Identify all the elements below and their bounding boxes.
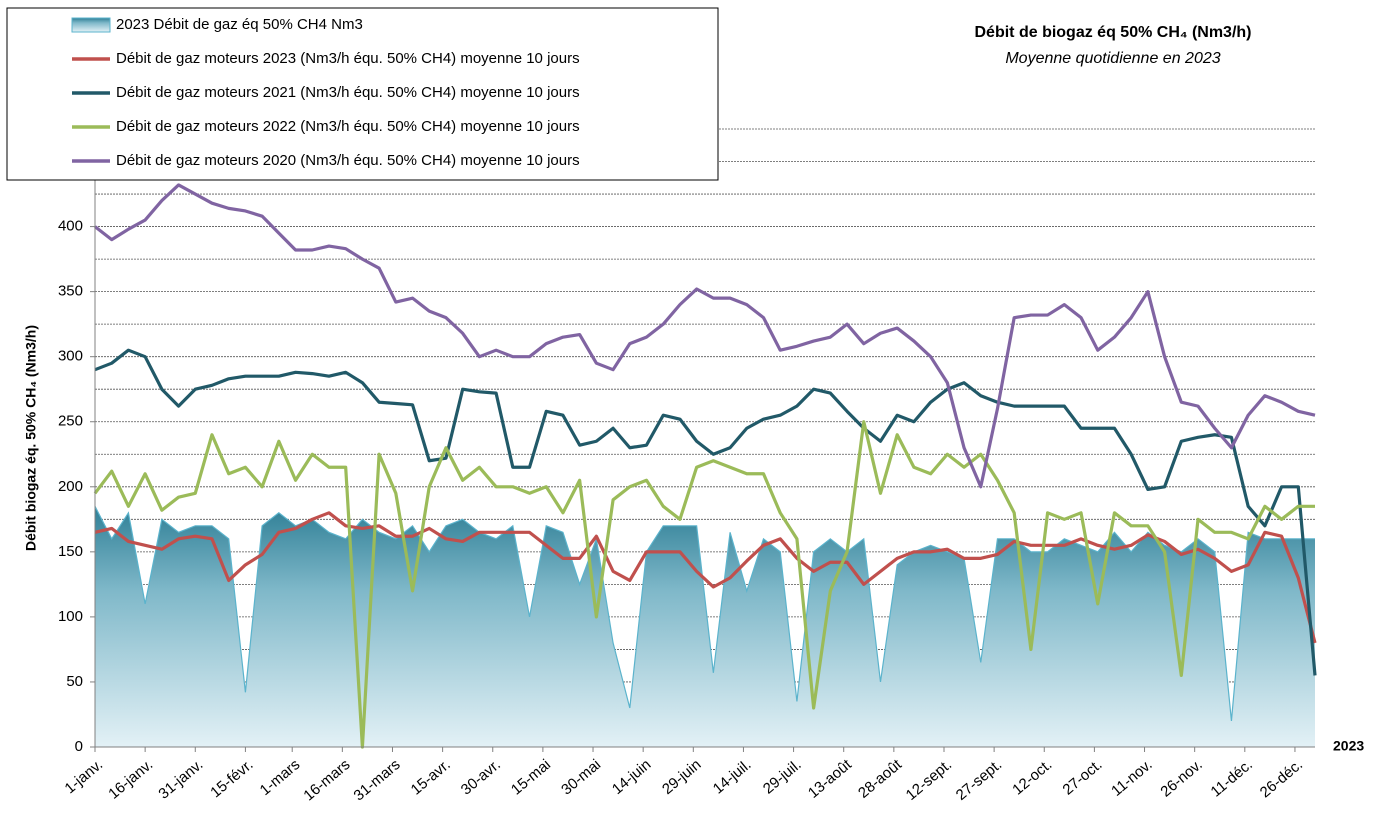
legend-label: Débit de gaz moteurs 2021 (Nm3/h équ. 50… xyxy=(116,84,580,101)
x-tick-label: 31-janv. xyxy=(155,756,206,803)
x-tick-label: 15-mai xyxy=(508,756,554,799)
legend: 2023 Débit de gaz éq 50% CH4 Nm3 Débit de… xyxy=(6,7,719,181)
legend-label: Débit de gaz moteurs 2020 (Nm3/h équ. 50… xyxy=(116,152,580,169)
x-tick-label: 15-avr. xyxy=(408,756,454,799)
x-tick-label: 13-août xyxy=(805,756,856,802)
x-tick-label: 27-oct. xyxy=(1059,756,1105,799)
series-line xyxy=(93,420,1315,749)
x-tick-label: 29-juin xyxy=(659,756,704,798)
x-tick-label: 14-juil. xyxy=(710,756,755,797)
x-tick-label: 12-oct. xyxy=(1009,756,1055,799)
x-tick-label: 11-nov. xyxy=(1108,756,1156,800)
chart-subtitle: Moyenne quotidienne en 2023 xyxy=(1005,50,1220,67)
x-tick-label: 31-mars xyxy=(351,756,404,804)
series-line xyxy=(94,348,1317,676)
series-line xyxy=(94,511,1317,644)
legend-box xyxy=(6,7,719,181)
y-tick-label: 0 xyxy=(75,738,83,755)
y-tick-label: 50 xyxy=(66,673,83,690)
legend-label: Débit de gaz moteurs 2022 (Nm3/h équ. 50… xyxy=(116,118,580,135)
legend-label: Débit de gaz moteurs 2023 (Nm3/h équ. 50… xyxy=(116,50,580,67)
y-tick-label: 400 xyxy=(58,218,83,235)
y-axis-title: Débit biogaz éq. 50% CH₄ (Nm3/h) xyxy=(23,325,39,551)
legend-label: 2023 Débit de gaz éq 50% CH4 Nm3 xyxy=(116,16,363,33)
chart-title: Débit de biogaz éq 50% CH₄ (Nm3/h) xyxy=(975,24,1252,41)
area-fill xyxy=(95,506,1315,747)
series-line xyxy=(94,183,1316,489)
x-tick-label: 29-juil. xyxy=(760,756,805,797)
x-tick-label: 30-avr. xyxy=(458,756,504,799)
x-tick-label: 28-août xyxy=(855,756,906,802)
x-tick-label: 16-mars xyxy=(300,756,353,804)
y-tick-label: 100 xyxy=(58,608,83,625)
x-tick-label: 1-janv. xyxy=(62,756,107,797)
x-tick-label: 11-déc. xyxy=(1208,756,1256,800)
x-tick-label: 16-janv. xyxy=(105,756,156,803)
x-axis-note: 2023 xyxy=(1333,738,1364,754)
x-tick-label: 15-févr. xyxy=(207,756,256,801)
y-tick-label: 350 xyxy=(58,283,83,300)
x-tick-label: 30-mai xyxy=(558,756,604,799)
y-tick-label: 200 xyxy=(58,478,83,495)
x-tick-label: 26-nov. xyxy=(1157,756,1205,800)
legend-swatch xyxy=(71,17,111,33)
y-tick-label: 300 xyxy=(58,348,83,365)
x-tick-label: 26-déc. xyxy=(1257,756,1306,801)
x-tick-label: 14-juin xyxy=(609,756,654,798)
y-tick-label: 150 xyxy=(58,543,83,560)
x-tick-label: 12-sept. xyxy=(903,756,955,804)
x-tick-label: 1-mars xyxy=(257,756,304,799)
x-tick-label: 27-sept. xyxy=(953,756,1005,804)
y-tick-label: 250 xyxy=(58,413,83,430)
